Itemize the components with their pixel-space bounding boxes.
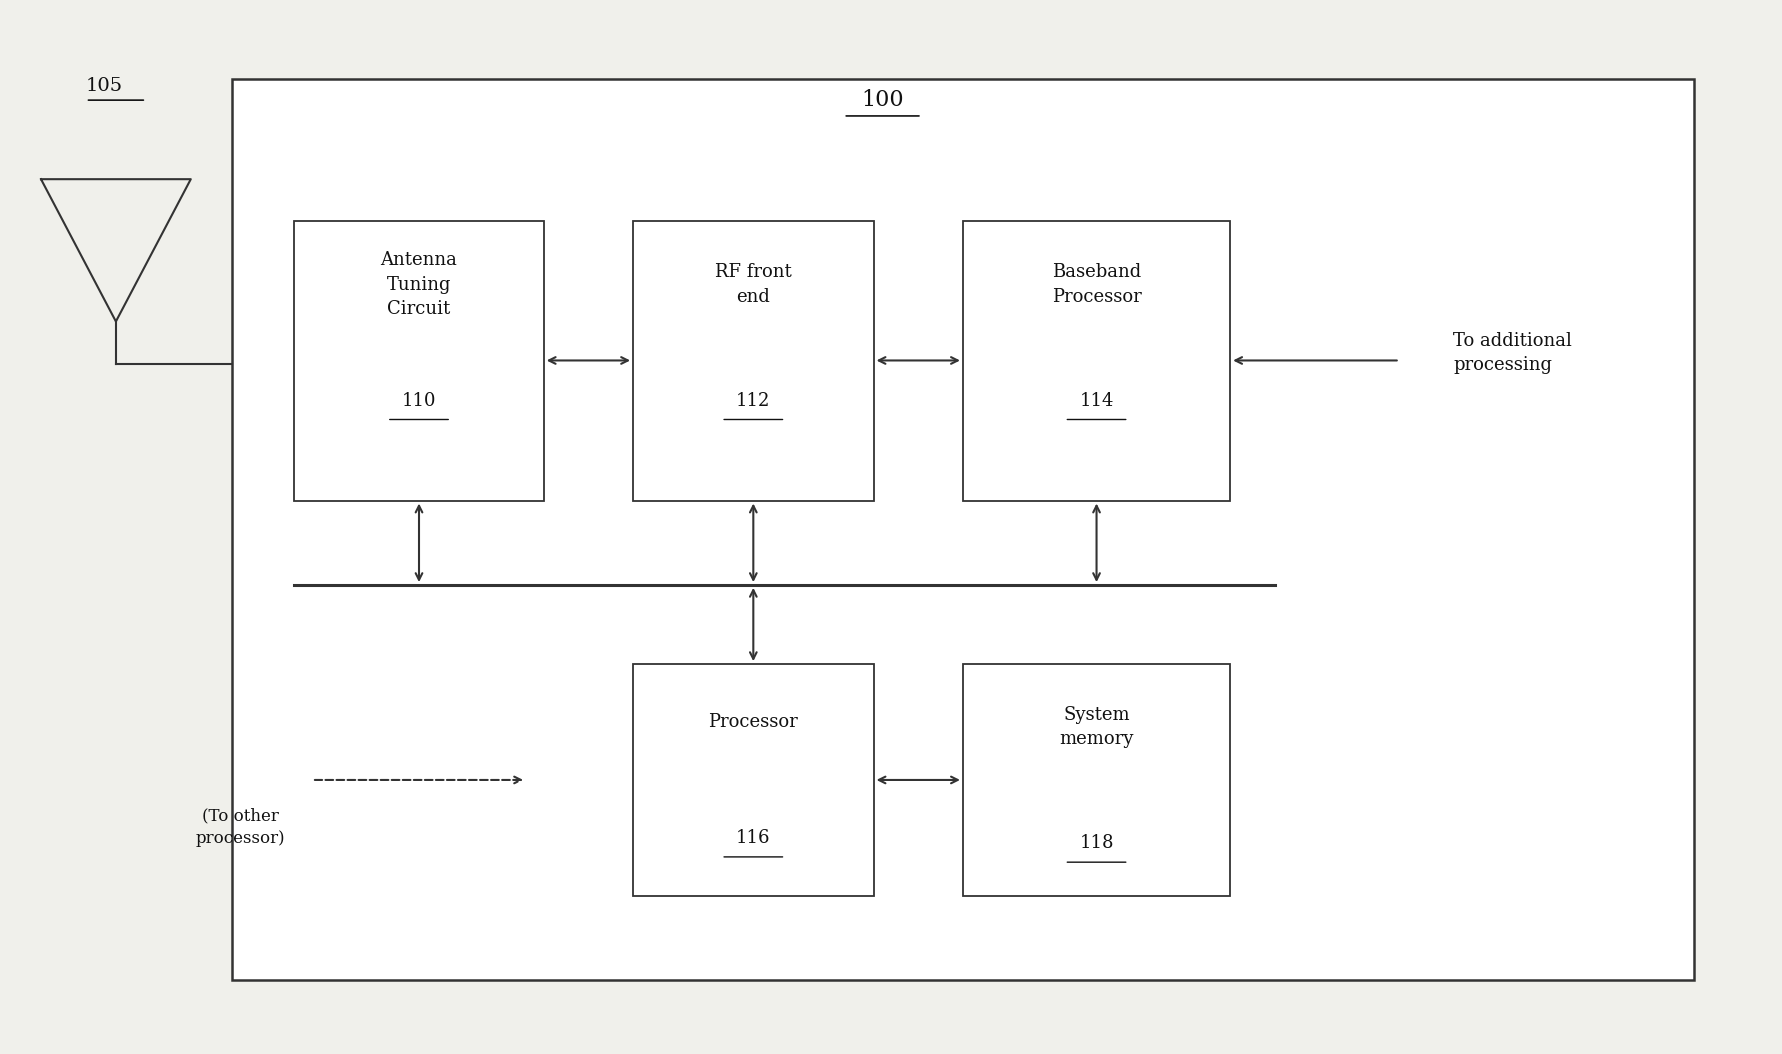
Text: 114: 114	[1078, 391, 1114, 410]
FancyBboxPatch shape	[232, 79, 1693, 980]
FancyBboxPatch shape	[633, 221, 873, 501]
FancyBboxPatch shape	[962, 221, 1230, 501]
Text: (To other
processor): (To other processor)	[196, 807, 285, 847]
Text: 100: 100	[861, 89, 903, 111]
FancyBboxPatch shape	[633, 664, 873, 896]
FancyBboxPatch shape	[962, 664, 1230, 896]
Text: 110: 110	[401, 391, 437, 410]
Text: Baseband
Processor: Baseband Processor	[1051, 264, 1140, 306]
Text: 116: 116	[736, 828, 770, 847]
Text: RF front
end: RF front end	[715, 264, 791, 306]
FancyBboxPatch shape	[294, 221, 544, 501]
Text: 105: 105	[86, 77, 123, 95]
Text: Antenna
Tuning
Circuit: Antenna Tuning Circuit	[380, 251, 458, 318]
Text: To additional
processing: To additional processing	[1452, 332, 1572, 374]
Text: Processor: Processor	[707, 713, 798, 731]
Text: System
memory: System memory	[1059, 706, 1133, 748]
Text: 118: 118	[1078, 834, 1114, 853]
Text: 112: 112	[736, 391, 770, 410]
